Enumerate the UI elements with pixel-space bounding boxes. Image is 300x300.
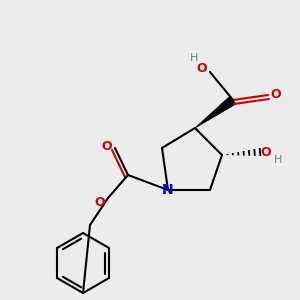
Text: N: N	[162, 183, 174, 197]
Text: H: H	[274, 155, 282, 165]
Text: O: O	[197, 61, 207, 74]
Text: O: O	[102, 140, 112, 152]
Text: O: O	[271, 88, 281, 101]
Polygon shape	[195, 96, 236, 128]
Text: O: O	[261, 146, 271, 158]
Text: H: H	[190, 53, 198, 63]
Text: O: O	[95, 196, 105, 208]
